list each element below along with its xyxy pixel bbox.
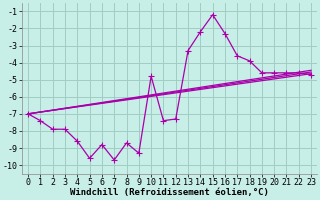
X-axis label: Windchill (Refroidissement éolien,°C): Windchill (Refroidissement éolien,°C)	[70, 188, 269, 197]
